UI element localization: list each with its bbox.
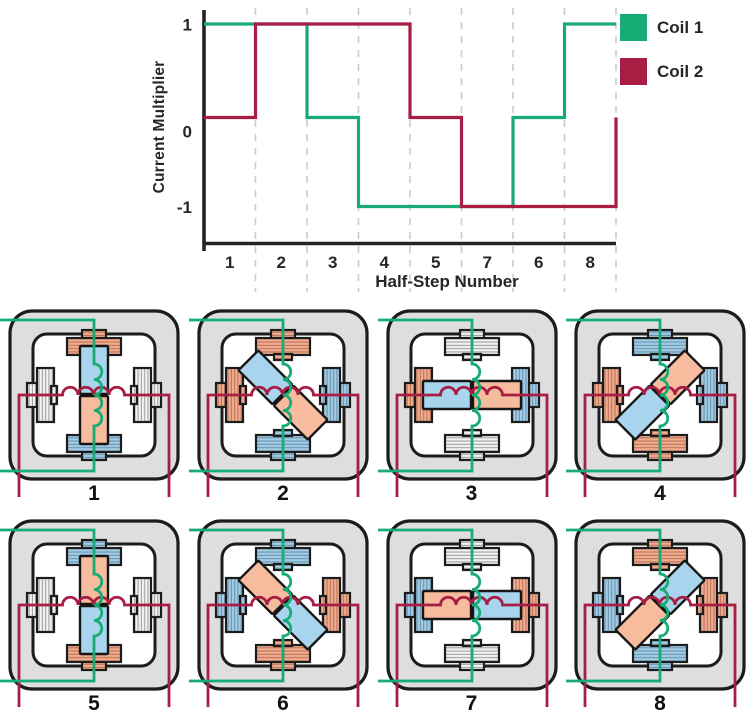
axes [202,10,616,251]
coil2-color-swatch [620,58,647,85]
coil1-wire [377,528,481,683]
coil1-wire [377,318,481,473]
chart-legend: Coil 1 Coil 2 [620,14,703,102]
motor-step-cell-7: 7 [377,513,566,720]
step-number-label: 3 [465,482,478,505]
motor-step-cell-8: 8 [566,513,753,720]
coil1-wire [566,528,670,683]
motor-holder [377,303,566,508]
y-tick-label: -1 [177,198,192,217]
coil2-wire [206,385,360,497]
legend-item-coil2: Coil 2 [620,58,703,85]
motor-diagram-step-2 [189,309,369,497]
motor-holder [0,303,188,508]
motor-holder [566,513,753,718]
legend-label-coil2: Coil 2 [657,61,704,81]
motor-diagram-step-5 [0,519,180,707]
legend-item-coil1: Coil 1 [620,14,703,41]
motor-diagram-step-3 [377,309,558,497]
step-number-label: 5 [88,692,100,715]
x-tick-label: 8 [586,253,595,272]
motor-diagram-step-6 [189,519,369,707]
step-number-label: 8 [654,692,666,715]
legend-label-coil1: Coil 1 [657,17,704,37]
motor-holder [377,513,566,718]
step-number-label: 6 [277,692,289,715]
x-tick-label: 5 [431,253,440,272]
motor-step-cell-3: 3 [377,303,566,515]
y-tick-label: 0 [183,123,192,142]
y-tick-label: 1 [183,16,192,35]
coil2-wire [395,385,548,497]
coil1-color-swatch [620,14,647,41]
coil1-wire [0,528,104,683]
coil2-wire [395,595,548,707]
motor-diagram-step-1 [0,309,180,497]
coil2-wire [17,385,171,497]
coil2-wire [17,595,171,707]
coil1-wire [0,318,104,473]
motor-diagram-step-7 [377,519,558,707]
step-number-label: 2 [277,482,289,505]
motor-diagram-step-4 [566,309,746,497]
motor-step-cell-1: 1 [0,303,188,515]
coil2-line [204,22,618,209]
step-number-label: 7 [465,692,478,715]
motor-holder [0,513,188,718]
x-tick-label: 7 [483,253,492,272]
x-tick-label: 4 [380,253,390,272]
coil2-wire [583,385,737,497]
motor-diagram-step-8 [566,519,746,707]
motor-holder [189,303,377,508]
motor-step-cell-2: 2 [189,303,377,515]
half-step-current-chart: 1 0 -1 1 2 3 4 5 7 6 8 [0,0,753,300]
coil2-wire [206,595,360,707]
step-number-label: 1 [88,482,100,505]
step-number-label: 4 [654,482,666,505]
x-tick-label: 2 [277,253,286,272]
rotor-salmon-half [614,595,670,651]
x-tick-label: 6 [534,253,543,272]
rotor-blue-half [614,385,670,441]
motor-holder [189,513,377,718]
x-axis-label: Half-Step Number [375,272,519,291]
x-tick-label: 1 [225,253,234,272]
coil1-wire [566,318,670,473]
motor-step-cell-5: 5 [0,513,188,720]
motor-holder [566,303,753,508]
motor-step-cell-6: 6 [189,513,377,720]
chart-canvas: 1 0 -1 1 2 3 4 5 7 6 8 [177,8,618,292]
x-tick-label: 3 [328,253,337,272]
y-axis-label: Current Multiplier [151,60,168,194]
motor-step-cell-4: 4 [566,303,753,515]
coil1-wire [189,318,293,473]
rotor [614,349,706,441]
coil1-wire [189,528,293,683]
coil2-wire [583,595,737,707]
